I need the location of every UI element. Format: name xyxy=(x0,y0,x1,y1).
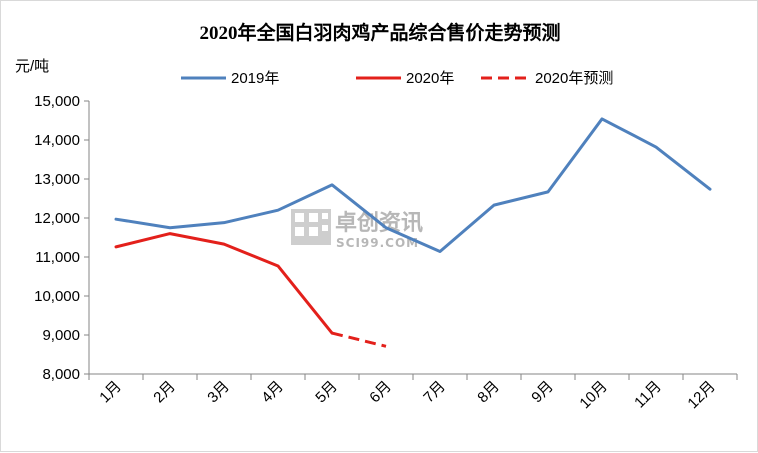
watermark: 卓创资讯 SCI99.COM xyxy=(291,209,423,250)
x-tick-label: 11月 xyxy=(631,378,665,412)
y-tick-label: 8,000 xyxy=(42,366,80,383)
series-line-2020年 xyxy=(114,232,334,335)
x-tick-label: 7月 xyxy=(420,378,449,407)
legend-label: 2020年预测 xyxy=(535,70,613,87)
x-tick-label: 2月 xyxy=(150,378,179,407)
series-line-2020年预测 xyxy=(331,331,387,348)
y-tick-label: 14,000 xyxy=(34,132,80,149)
x-tick-label: 12月 xyxy=(684,378,718,412)
y-tick-label: 12,000 xyxy=(34,210,80,227)
watermark-domain: SCI99.COM xyxy=(336,236,419,250)
y-tick-label: 9,000 xyxy=(42,327,80,344)
series-lines xyxy=(114,117,712,348)
y-unit-label: 元/吨 xyxy=(15,58,49,75)
axes xyxy=(84,100,738,380)
x-tick-label: 4月 xyxy=(258,378,287,407)
legend: 2019年 2020年 2020年预测 xyxy=(181,70,613,87)
series-line-2019年 xyxy=(114,117,712,254)
y-tick-label: 13,000 xyxy=(34,171,80,188)
x-tick-label: 1月 xyxy=(96,378,125,407)
y-tick-label: 11,000 xyxy=(35,249,80,266)
y-tick-label: 15,000 xyxy=(34,93,80,110)
y-tick-label: 10,000 xyxy=(34,288,80,305)
x-tick-label: 9月 xyxy=(528,378,557,407)
chart-title: 2020年全国白羽肉鸡产品综合售价走势预测 xyxy=(199,21,560,44)
x-tick-label: 5月 xyxy=(312,378,341,407)
legend-label: 2019年 xyxy=(231,70,279,87)
watermark-logo-icon xyxy=(291,209,331,245)
x-tick-labels: 1月 2月 3月 4月 5月 6月 7月 8月 9月 10月 11月 12月 xyxy=(96,378,719,412)
x-tick-label: 10月 xyxy=(576,378,610,412)
x-tick-label: 3月 xyxy=(204,378,233,407)
y-tick-labels: 8,000 9,000 10,000 11,000 12,000 13,000 14,000… xyxy=(34,93,80,383)
x-tick-label: 8月 xyxy=(474,378,503,407)
x-tick-label: 6月 xyxy=(366,378,395,407)
legend-label: 2020年 xyxy=(406,70,454,87)
